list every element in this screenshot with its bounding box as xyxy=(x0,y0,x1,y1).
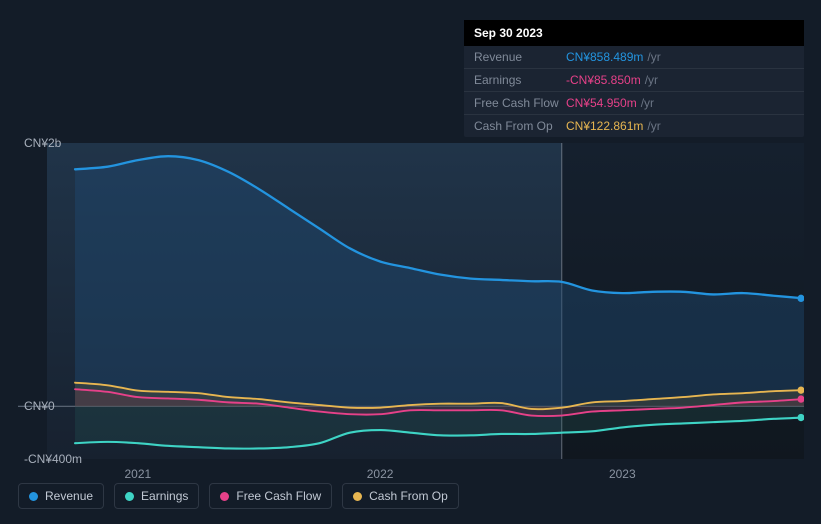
tooltip-row: Earnings-CN¥85.850m/yr xyxy=(464,69,804,92)
legend-item[interactable]: Earnings xyxy=(114,483,199,509)
tooltip-row-unit: /yr xyxy=(645,73,658,87)
legend-label: Free Cash Flow xyxy=(236,489,321,503)
legend-item[interactable]: Free Cash Flow xyxy=(209,483,332,509)
chart-tooltip: Sep 30 2023 RevenueCN¥858.489m/yrEarning… xyxy=(464,20,804,137)
x-axis-label: 2023 xyxy=(609,467,636,481)
tooltip-row: Free Cash FlowCN¥54.950m/yr xyxy=(464,92,804,115)
chart-svg xyxy=(18,143,804,459)
tooltip-row-label: Free Cash Flow xyxy=(474,96,566,110)
x-axis-label: 2021 xyxy=(124,467,151,481)
financials-chart[interactable]: Past CN¥2bCN¥0-CN¥400m 202120222023 xyxy=(18,125,804,459)
tooltip-row-unit: /yr xyxy=(647,50,660,64)
legend-item[interactable]: Cash From Op xyxy=(342,483,459,509)
legend-label: Earnings xyxy=(141,489,188,503)
legend-item[interactable]: Revenue xyxy=(18,483,104,509)
legend-label: Revenue xyxy=(45,489,93,503)
y-axis-label: CN¥0 xyxy=(24,399,55,413)
tooltip-row-label: Revenue xyxy=(474,50,566,64)
tooltip-date: Sep 30 2023 xyxy=(464,20,804,46)
tooltip-row-value: -CN¥85.850m xyxy=(566,73,641,87)
tooltip-row-value: CN¥858.489m xyxy=(566,50,643,64)
legend-swatch-icon xyxy=(125,492,134,501)
tooltip-row: RevenueCN¥858.489m/yr xyxy=(464,46,804,69)
legend-swatch-icon xyxy=(29,492,38,501)
tooltip-row-value: CN¥54.950m xyxy=(566,96,637,110)
x-axis-label: 2022 xyxy=(367,467,394,481)
y-axis-label: CN¥2b xyxy=(24,136,61,150)
legend-label: Cash From Op xyxy=(369,489,448,503)
legend-swatch-icon xyxy=(220,492,229,501)
legend-swatch-icon xyxy=(353,492,362,501)
y-axis-label: -CN¥400m xyxy=(24,452,82,466)
chart-legend: Revenue Earnings Free Cash Flow Cash From O… xyxy=(18,483,459,509)
tooltip-row-label: Earnings xyxy=(474,73,566,87)
tooltip-row-unit: /yr xyxy=(641,96,654,110)
